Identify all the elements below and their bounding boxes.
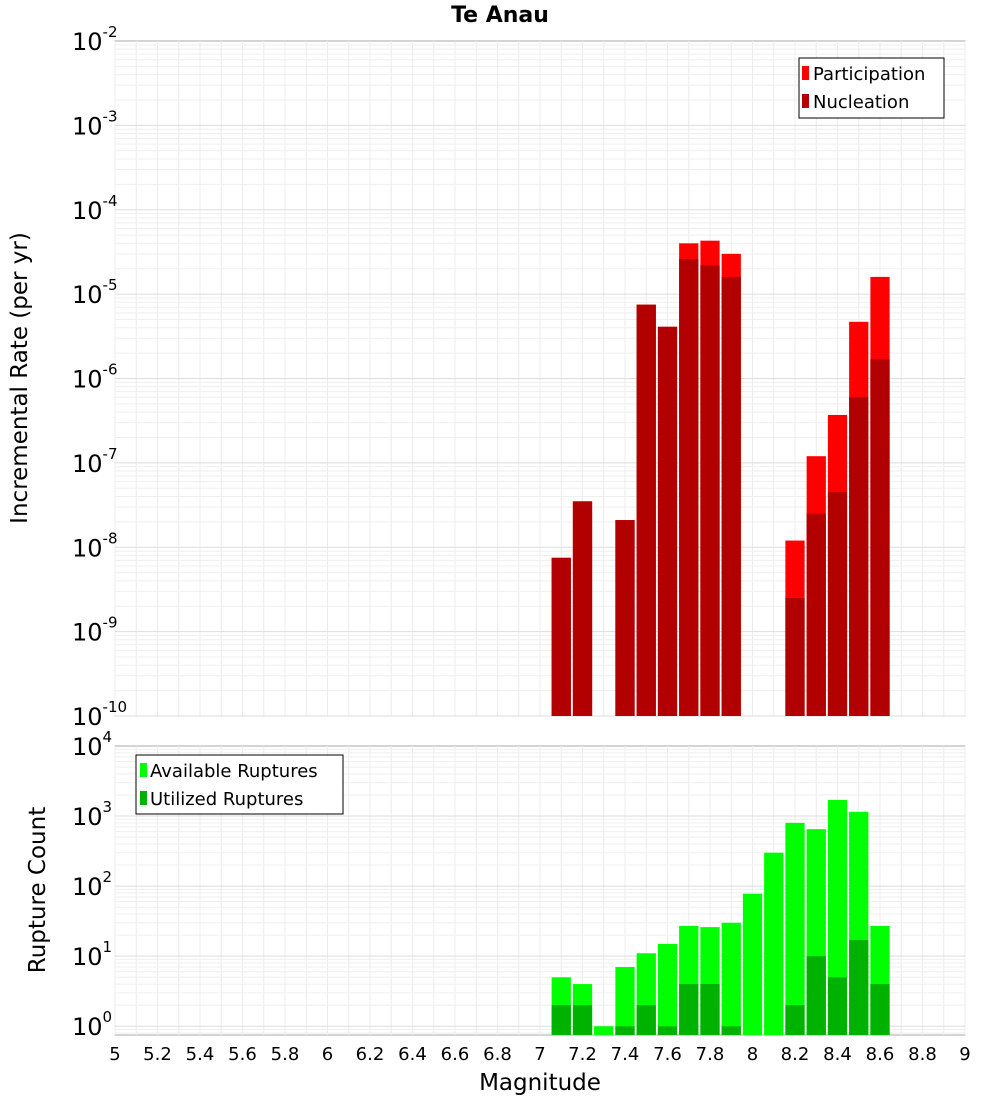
x-tick-label: 5 bbox=[109, 1044, 120, 1065]
y-tick-label: 100 bbox=[72, 1008, 112, 1041]
x-axis-label: Magnitude bbox=[479, 1070, 601, 1096]
bar-nucleation-7-7 bbox=[679, 259, 699, 716]
bar-nucleation-7-2 bbox=[572, 501, 593, 716]
y-tick-label: 10-10 bbox=[72, 698, 127, 731]
bar-available-ruptures-8-4 bbox=[827, 799, 848, 1035]
x-tick-label: 5.2 bbox=[143, 1044, 172, 1065]
count-legend-box bbox=[135, 754, 344, 815]
legend-available-label: Available Ruptures bbox=[150, 761, 318, 782]
legend-participation-label: Participation bbox=[813, 64, 925, 85]
bar-utilized-ruptures-7-8 bbox=[700, 984, 720, 1035]
rate-legend-box bbox=[798, 57, 945, 119]
rate-bars bbox=[551, 240, 890, 717]
x-ticks: 5 5.2 5.4 5.6 5.8 6 6.2 6.4 6.6 6.8 7 7.2 7.4 7.6 7.8 8… bbox=[109, 1044, 970, 1065]
bar-nucleation-7-6 bbox=[657, 326, 678, 716]
y-tick-label: 103 bbox=[72, 798, 112, 831]
bar-available-ruptures-8-2 bbox=[785, 822, 805, 1035]
y-tick-label: 102 bbox=[72, 868, 112, 901]
bar-utilized-ruptures-7-4 bbox=[615, 1026, 635, 1035]
bar-nucleation-8-3 bbox=[806, 513, 826, 716]
x-tick-label: 8.8 bbox=[908, 1044, 937, 1065]
rate-legend: Participation Nucleation bbox=[798, 57, 945, 119]
bar-nucleation-7-1 bbox=[551, 557, 571, 716]
x-tick-label: 5.8 bbox=[271, 1044, 300, 1065]
x-tick-label: 5.4 bbox=[186, 1044, 215, 1065]
legend-nucleation-swatch bbox=[802, 94, 809, 108]
y-tick-label: 10-3 bbox=[72, 107, 118, 140]
rate-y-axis-label: Incremental Rate (per yr) bbox=[7, 232, 33, 524]
bar-utilized-ruptures-8-4 bbox=[827, 977, 848, 1035]
rate-y-ticks: 10-10 10-9 10-8 10-7 10-6 10-5 10-4 10-3 10-2 bbox=[72, 23, 127, 731]
count-bars bbox=[551, 799, 890, 1035]
bar-available-ruptures-7-9 bbox=[721, 922, 741, 1035]
bar-available-ruptures-7-3 bbox=[594, 1026, 614, 1035]
bar-utilized-ruptures-8-5 bbox=[849, 940, 869, 1035]
x-tick-label: 9 bbox=[959, 1044, 970, 1065]
legend-utilized-swatch bbox=[140, 791, 147, 805]
bar-nucleation-7-9 bbox=[721, 276, 741, 716]
legend-participation-swatch bbox=[802, 66, 809, 80]
chart-title: Te Anau bbox=[451, 3, 549, 28]
x-tick-label: 7.8 bbox=[696, 1044, 725, 1065]
bar-utilized-ruptures-7-1 bbox=[551, 1005, 571, 1035]
count-panel: 100 101 102 103 104 Rupture Count Available … bbox=[25, 728, 966, 1041]
bar-available-ruptures-8-1 bbox=[764, 852, 784, 1035]
bar-utilized-ruptures-7-9 bbox=[721, 1026, 741, 1035]
x-tick-label: 7.6 bbox=[653, 1044, 682, 1065]
bar-utilized-ruptures-7-5 bbox=[636, 1005, 656, 1035]
bar-utilized-ruptures-8-2 bbox=[785, 1005, 805, 1035]
x-tick-label: 8.2 bbox=[781, 1044, 810, 1065]
legend-nucleation-label: Nucleation bbox=[813, 92, 909, 113]
legend-utilized-label: Utilized Ruptures bbox=[150, 789, 303, 810]
bar-available-ruptures-7-6 bbox=[657, 943, 678, 1035]
y-tick-label: 10-9 bbox=[72, 614, 118, 647]
x-tick-label: 6.2 bbox=[356, 1044, 385, 1065]
x-tick-label: 6.6 bbox=[441, 1044, 470, 1065]
bar-nucleation-8-4 bbox=[827, 492, 848, 716]
bar-nucleation-7-4 bbox=[615, 520, 635, 716]
x-tick-label: 7 bbox=[534, 1044, 545, 1065]
y-tick-label: 10-6 bbox=[72, 361, 118, 394]
bar-nucleation-8-2 bbox=[785, 598, 805, 716]
x-tick-label: 6.8 bbox=[483, 1044, 512, 1065]
x-tick-label: 8 bbox=[747, 1044, 758, 1065]
bar-nucleation-7-5 bbox=[636, 304, 656, 716]
y-tick-label: 10-8 bbox=[72, 529, 118, 562]
bar-nucleation-8-5 bbox=[849, 397, 869, 716]
bar-utilized-ruptures-8-6 bbox=[870, 984, 890, 1035]
y-tick-label: 10-5 bbox=[72, 276, 118, 309]
x-tick-label: 6 bbox=[322, 1044, 333, 1065]
x-tick-label: 7.4 bbox=[611, 1044, 640, 1065]
y-tick-label: 10-4 bbox=[72, 192, 118, 225]
x-tick-label: 5.6 bbox=[228, 1044, 257, 1065]
bar-utilized-ruptures-8-3 bbox=[806, 956, 826, 1035]
bar-utilized-ruptures-7-2 bbox=[572, 1005, 593, 1035]
legend-available-swatch bbox=[140, 763, 147, 777]
bar-utilized-ruptures-7-7 bbox=[679, 984, 699, 1035]
rate-panel: 10-10 10-9 10-8 10-7 10-6 10-5 10-4 10-3 10-2 In… bbox=[7, 23, 966, 731]
count-y-ticks: 100 101 102 103 104 bbox=[72, 728, 112, 1041]
bar-nucleation-7-8 bbox=[700, 265, 720, 716]
bar-available-ruptures-7-4 bbox=[615, 967, 635, 1035]
y-tick-label: 101 bbox=[72, 938, 112, 971]
bar-utilized-ruptures-7-6 bbox=[657, 1026, 678, 1035]
count-y-axis-label: Rupture Count bbox=[25, 807, 51, 973]
x-tick-label: 7.2 bbox=[568, 1044, 597, 1065]
bar-nucleation-8-6 bbox=[870, 359, 890, 716]
x-tick-label: 8.4 bbox=[823, 1044, 852, 1065]
x-tick-label: 8.6 bbox=[866, 1044, 895, 1065]
x-tick-label: 6.4 bbox=[398, 1044, 427, 1065]
bar-available-ruptures-8 bbox=[742, 893, 763, 1035]
count-legend: Available Ruptures Utilized Ruptures bbox=[135, 754, 344, 815]
y-tick-label: 104 bbox=[72, 728, 112, 761]
y-tick-label: 10-2 bbox=[72, 23, 118, 56]
y-tick-label: 10-7 bbox=[72, 445, 118, 478]
